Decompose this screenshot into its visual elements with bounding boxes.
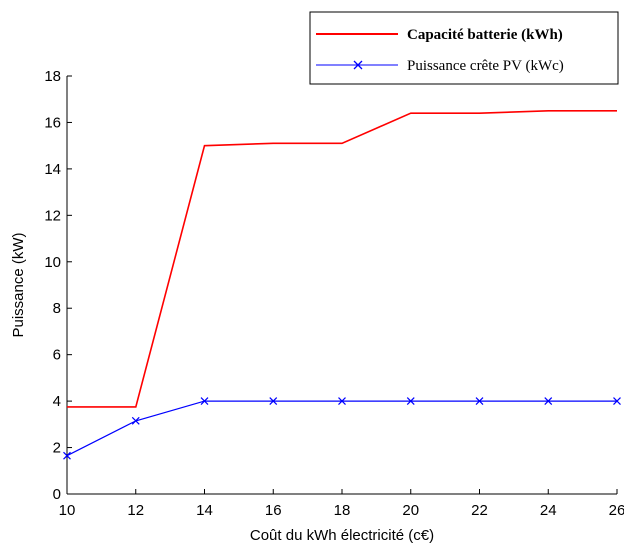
data-point-marker	[544, 397, 553, 406]
x-tick-label: 12	[127, 502, 144, 519]
x-ticks: 10 12 14 16 18 20 22 24 26	[59, 489, 624, 519]
y-tick-label: 16	[44, 114, 61, 131]
y-axis-label: Puissance (kW)	[10, 232, 27, 337]
y-tick-label: 4	[53, 393, 61, 410]
x-tick-label: 22	[471, 502, 488, 519]
x-tick-label: 16	[265, 502, 282, 519]
legend-box	[309, 11, 619, 85]
x-tick-label: 26	[609, 502, 624, 519]
legend-label-battery: Capacité batterie (kWh)	[407, 27, 563, 43]
y-tick-label: 2	[53, 440, 61, 457]
x-tick-label: 10	[59, 502, 76, 519]
y-tick-label: 8	[53, 300, 61, 317]
series-line-1	[66, 400, 617, 457]
data-point-marker	[200, 397, 209, 406]
y-tick-label: 12	[44, 207, 61, 224]
data-point-marker	[63, 451, 71, 460]
data-point-marker	[475, 397, 484, 406]
y-ticks: 0 2 4 6 8 10 12 14 16 18	[44, 68, 72, 503]
y-tick-label: 14	[44, 161, 61, 178]
data-point-marker	[269, 397, 278, 406]
data-point-marker	[338, 397, 346, 406]
y-tick-label: 18	[44, 68, 61, 85]
x-axis-label: Coût du kWh électricité (c€)	[250, 527, 434, 544]
legend: Capacité batterie (kWh) Puissance crête …	[309, 11, 619, 85]
y-tick-label: 10	[44, 254, 61, 271]
x-tick-label: 20	[402, 502, 419, 519]
x-tick-label: 18	[334, 502, 351, 519]
data-point-marker	[613, 397, 621, 406]
data-point-marker	[131, 416, 140, 425]
legend-marker-pv	[353, 60, 363, 70]
x-tick-label: 24	[540, 502, 557, 519]
series-layer	[63, 110, 621, 460]
x-tick-label: 14	[196, 502, 213, 519]
data-point-marker	[406, 397, 415, 406]
y-tick-label: 6	[53, 347, 61, 364]
legend-label-pv: Puissance crête PV (kWc)	[407, 58, 564, 74]
y-tick-label: 0	[53, 486, 61, 503]
series-line-0	[67, 110, 617, 408]
